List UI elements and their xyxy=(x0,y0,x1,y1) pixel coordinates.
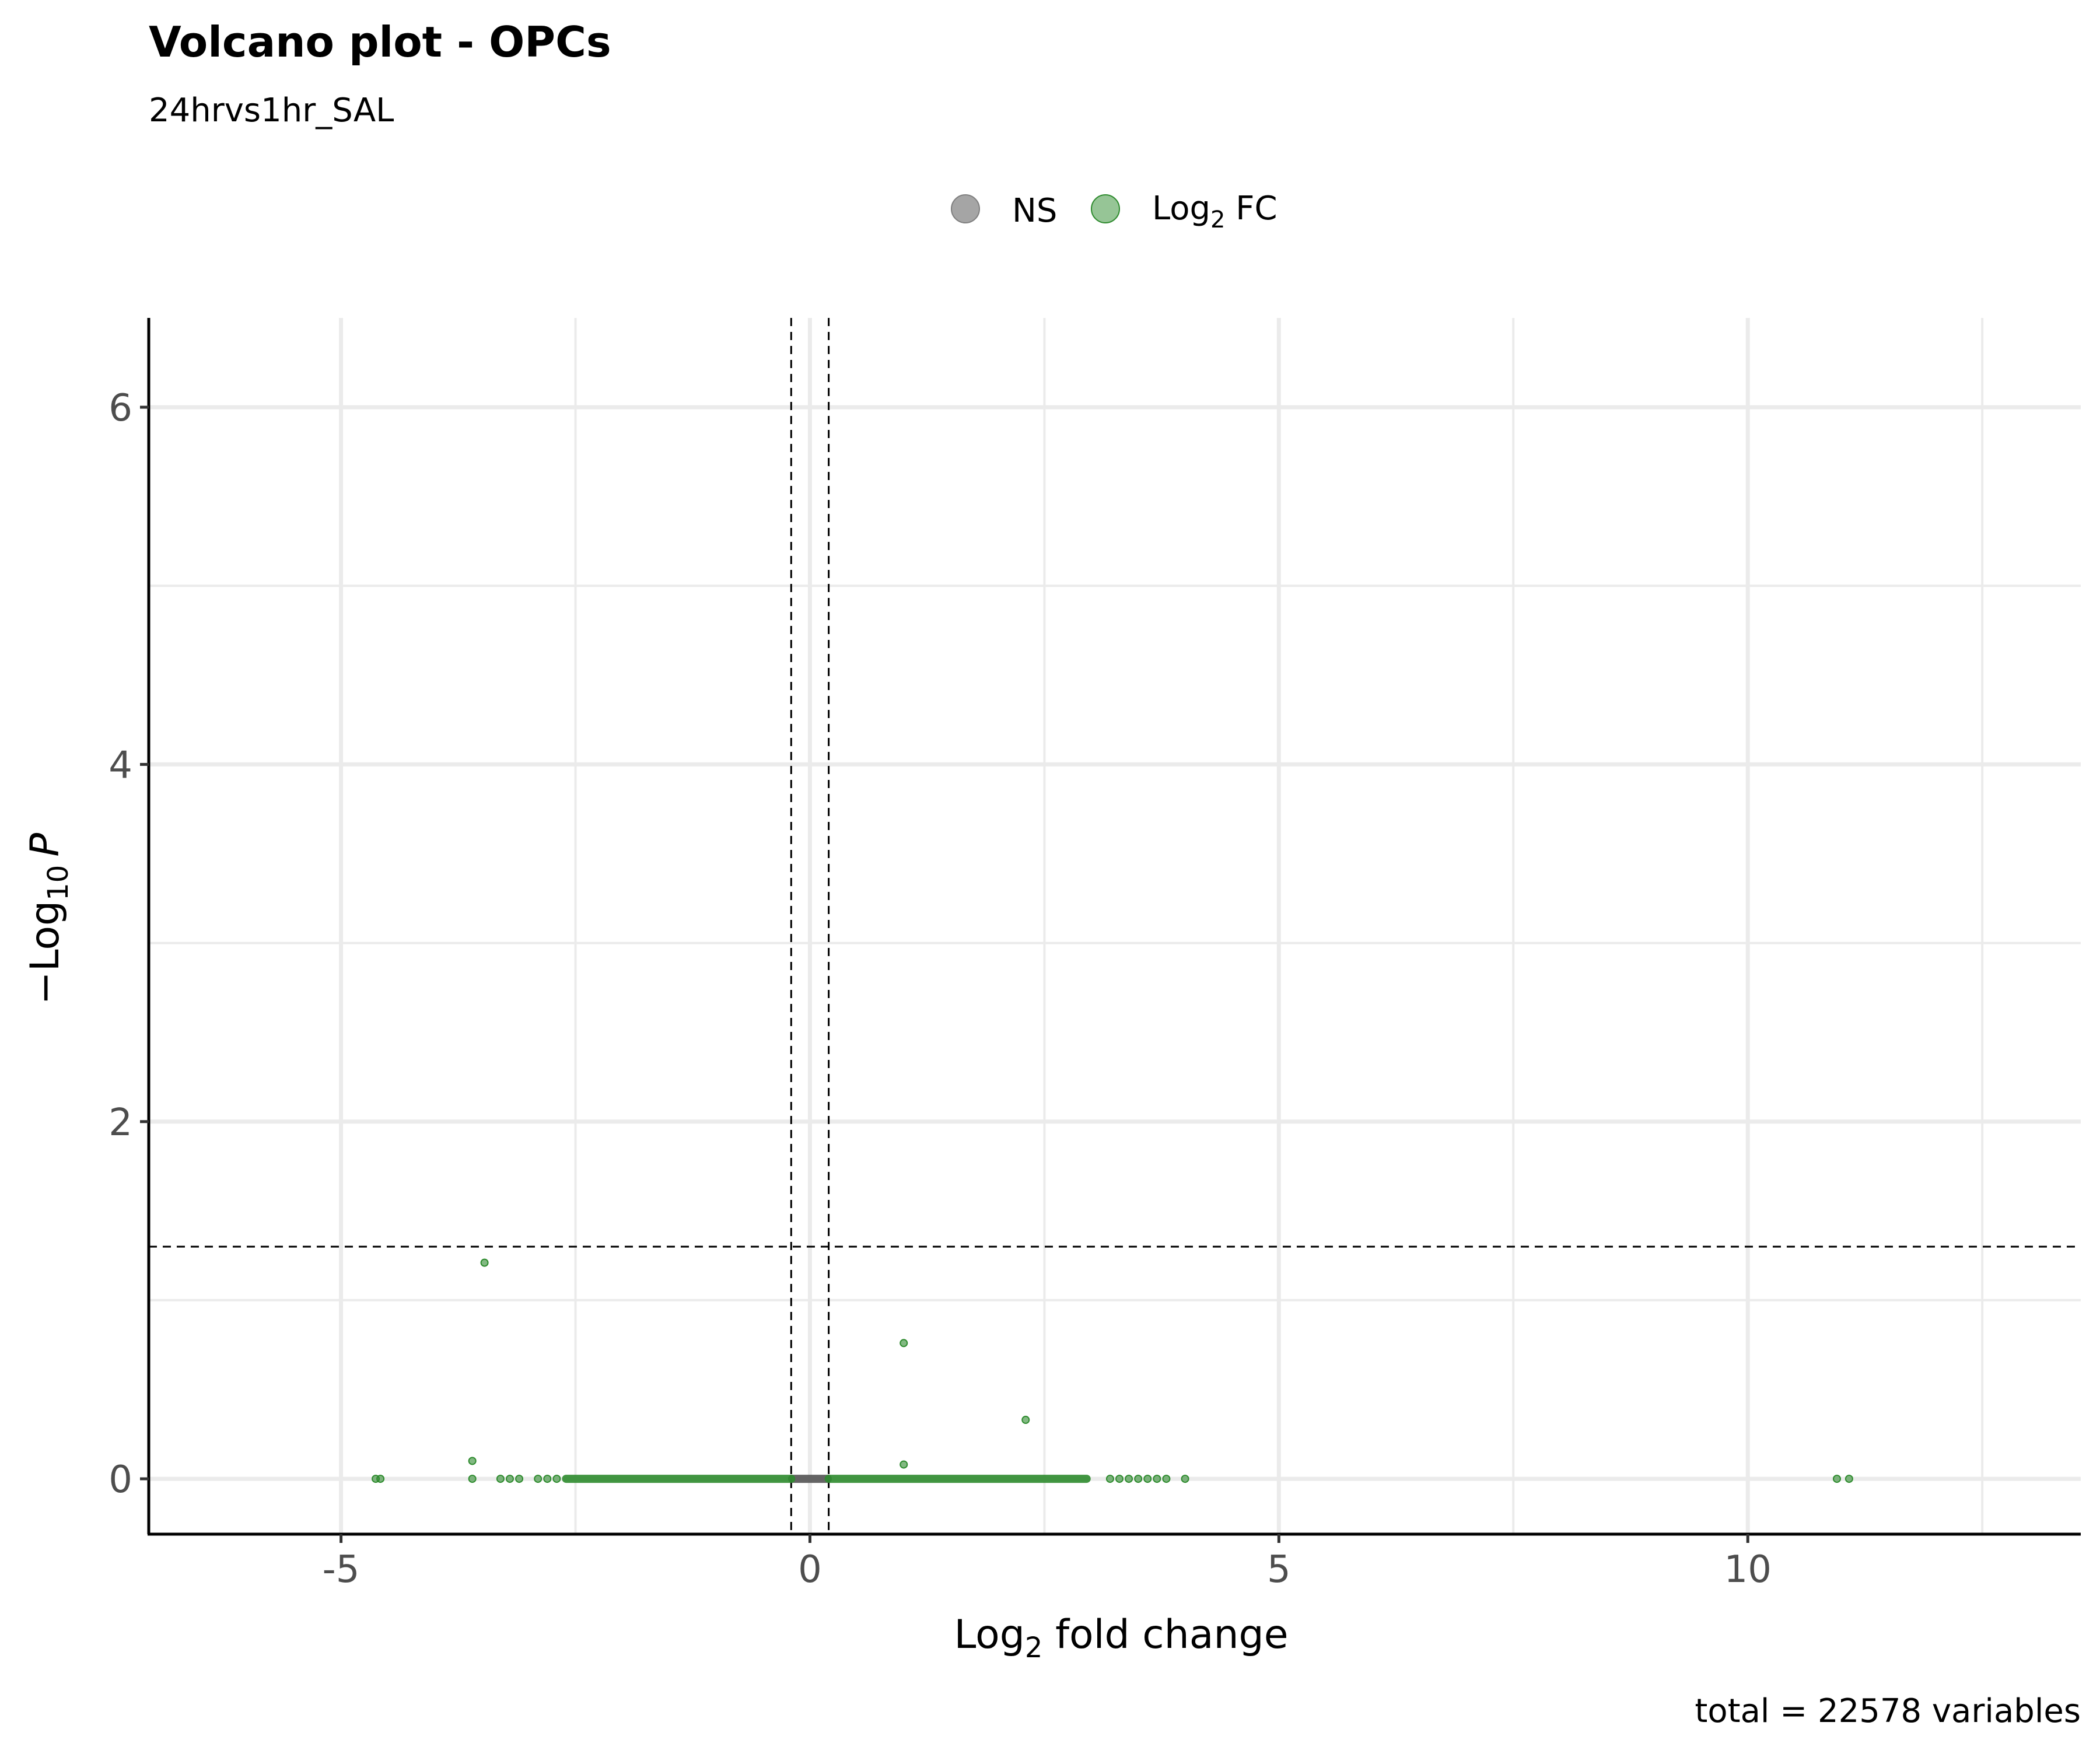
y-tick-label: 4 xyxy=(108,744,132,787)
data-point xyxy=(505,1475,514,1483)
data-point xyxy=(496,1475,505,1483)
cutoff-lines xyxy=(149,318,2081,1534)
legend-log2fc-label-sub: 2 xyxy=(1210,206,1225,233)
data-point xyxy=(543,1475,552,1483)
data-point xyxy=(534,1475,542,1483)
legend-log2fc-label: Log2 FC xyxy=(1152,190,1278,233)
y-tick-label: 6 xyxy=(108,387,132,430)
y-axis-label-prefix: −Log xyxy=(22,901,68,1005)
data-point xyxy=(1162,1475,1171,1483)
data-point xyxy=(468,1475,477,1483)
data-point xyxy=(1115,1475,1124,1483)
data-point xyxy=(1021,1416,1030,1424)
data-point xyxy=(1105,1475,1114,1483)
gridlines xyxy=(149,318,2081,1534)
x-axis-label: Log2 fold change xyxy=(954,1612,1288,1664)
data-point xyxy=(1181,1475,1189,1483)
legend-log2fc-marker xyxy=(1091,194,1120,223)
x-tick-label: 5 xyxy=(1267,1548,1291,1591)
data-point xyxy=(1153,1475,1161,1483)
axes xyxy=(147,318,2081,1536)
legend-ns-label: NS xyxy=(1012,192,1057,230)
x-axis-label-sub: 2 xyxy=(1025,1632,1043,1664)
y-tick-label: 0 xyxy=(108,1458,132,1502)
tick-labels: -5 0 5 10 0 2 4 6 xyxy=(108,387,1772,1591)
data-point xyxy=(1845,1475,1853,1483)
data-point xyxy=(900,1339,908,1348)
chart-title: Volcano plot - OPCs xyxy=(149,18,611,66)
legend: NS Log2 FC xyxy=(951,190,1278,233)
x-tick-label: 0 xyxy=(798,1548,822,1591)
data-point xyxy=(1832,1475,1841,1483)
data-point xyxy=(468,1457,477,1465)
data-point xyxy=(480,1258,489,1267)
data-points xyxy=(372,1258,1853,1483)
data-point xyxy=(1134,1475,1143,1483)
x-tick-label: 10 xyxy=(1724,1548,1772,1591)
chart-caption: total = 22578 variables xyxy=(1695,1692,2081,1730)
x-axis-label-base: Log xyxy=(954,1612,1024,1658)
data-point xyxy=(552,1475,561,1483)
data-point xyxy=(376,1475,385,1483)
y-axis-label: −Log10 P xyxy=(22,833,75,1005)
y-axis-label-sub: 10 xyxy=(42,865,75,901)
legend-ns-marker xyxy=(951,194,980,223)
y-tick-label: 2 xyxy=(108,1101,132,1144)
x-tick-label: -5 xyxy=(323,1548,360,1591)
legend-log2fc-label-base: Log xyxy=(1152,190,1210,228)
data-point xyxy=(1143,1475,1152,1483)
x-axis-label-rest: fold change xyxy=(1042,1612,1288,1658)
data-point xyxy=(1125,1475,1133,1483)
chart-subtitle: 24hrvs1hr_SAL xyxy=(149,92,394,130)
y-axis-label-p: P xyxy=(22,833,68,857)
data-point xyxy=(515,1475,524,1483)
legend-log2fc-label-rest: FC xyxy=(1225,190,1277,228)
data-point xyxy=(900,1460,908,1469)
